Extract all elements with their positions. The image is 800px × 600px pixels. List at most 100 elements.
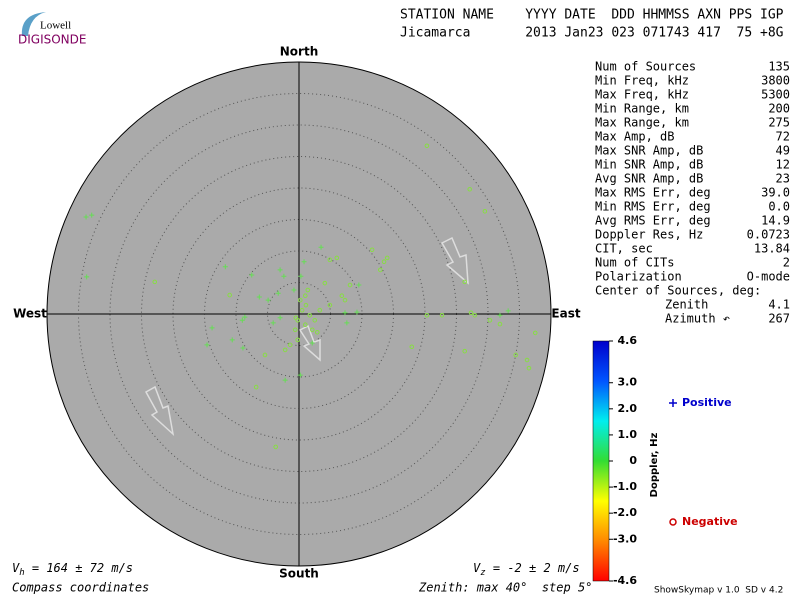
arrow-drift — [144, 385, 175, 437]
stat-value: 72 — [776, 130, 790, 144]
source-negative — [524, 357, 530, 363]
logo-top: Lowell — [40, 20, 71, 32]
source-negative — [347, 282, 353, 288]
source-negative — [293, 315, 299, 321]
source-negative — [526, 365, 532, 371]
source-negative — [424, 143, 430, 149]
source-negative — [307, 312, 313, 318]
source-negative — [369, 247, 375, 253]
stat-label: Max SNR Amp, dB — [595, 144, 703, 158]
stat-value: O-mode — [747, 270, 790, 284]
stat-value: 13.84 — [754, 242, 790, 256]
source-positive — [240, 345, 246, 351]
stat-value: 2 — [783, 256, 790, 270]
dir-west: West — [13, 307, 47, 321]
source-negative — [322, 280, 328, 286]
legend-marker — [669, 399, 677, 407]
source-negative — [312, 318, 318, 323]
source-negative — [381, 259, 387, 265]
source-positive — [83, 214, 89, 220]
source-positive — [277, 267, 283, 273]
source-negative — [295, 337, 301, 343]
source-positive — [318, 244, 324, 250]
colorbar-tick-label: -1.0 — [613, 480, 637, 493]
legend-label: Negative — [682, 515, 738, 528]
arrow-drift — [298, 324, 321, 362]
center-value: 4.1 — [768, 298, 790, 312]
source-negative — [439, 312, 445, 318]
stat-label: Num of CITs — [595, 256, 674, 270]
source-positive — [204, 342, 210, 348]
dir-east: East — [551, 307, 580, 321]
source-negative — [482, 209, 488, 214]
colorbar-tick-label: 4.6 — [618, 334, 638, 347]
source-positive — [342, 310, 348, 316]
source-positive — [497, 312, 503, 318]
vz-symbol: V — [473, 561, 481, 575]
vz-sub: z — [480, 568, 485, 578]
source-positive — [297, 372, 303, 378]
source-negative — [497, 321, 503, 327]
source-negative — [262, 352, 268, 358]
source-positive — [84, 274, 90, 280]
stat-label: Max Range, km — [595, 116, 689, 130]
dir-north: North — [280, 45, 318, 59]
stat-value: 0.0723 — [747, 228, 790, 242]
source-negative — [327, 302, 333, 308]
source-negative — [468, 310, 474, 316]
colorbar-tick-label: 2.0 — [618, 402, 638, 415]
stat-value: 135 — [768, 60, 790, 74]
stat-value: 275 — [768, 116, 790, 130]
source-negative — [462, 348, 467, 354]
center-label: Zenith — [665, 298, 708, 312]
vh-text: = 164 ± 72 m/s — [25, 561, 133, 575]
center-label: Azimuth ↶ — [665, 312, 730, 326]
vh-sub: h — [19, 568, 24, 578]
zenith-note: Zenith: max 40° step 5° — [418, 581, 592, 595]
source-negative — [292, 327, 298, 333]
source-negative — [487, 318, 493, 323]
vz-text: = -2 ± 2 m/s — [486, 561, 580, 575]
source-negative — [303, 293, 308, 299]
source-positive — [291, 287, 297, 293]
source-negative — [299, 307, 305, 313]
source-negative — [327, 257, 333, 263]
stat-label: Min Range, km — [595, 102, 689, 116]
source-positive — [275, 290, 281, 296]
colorbar-tick-label: 3.0 — [618, 376, 638, 389]
source-negative — [384, 255, 390, 261]
header-labels: STATION NAME YYYY DATE DDD HHMMSS AXN PP… — [400, 8, 784, 23]
source-negative — [532, 330, 538, 336]
stat-value: 5300 — [761, 88, 790, 102]
source-positive — [281, 273, 287, 279]
center-value: 267 — [768, 312, 790, 326]
version: ShowSkymap v 1.0 SD v 4.2 — [654, 586, 783, 596]
source-negative — [227, 292, 232, 298]
source-positive — [505, 308, 511, 314]
source-negative — [513, 352, 519, 358]
source-positive — [265, 297, 271, 303]
source-negative — [303, 322, 308, 328]
stat-label: Min Freq, kHz — [595, 74, 689, 88]
vz: Vz = -2 ± 2 m/s — [473, 561, 580, 578]
source-negative — [314, 329, 320, 335]
source-negative — [424, 312, 430, 318]
source-negative — [253, 384, 259, 390]
source-negative — [409, 344, 415, 350]
source-negative — [317, 307, 323, 313]
source-negative — [342, 297, 348, 303]
colorbar-label: Doppler, Hz — [649, 433, 660, 498]
arrow-drift — [440, 236, 469, 285]
source-positive — [229, 337, 235, 343]
source-negative — [287, 342, 293, 348]
source-negative — [309, 327, 315, 333]
source-positive — [270, 320, 276, 326]
source-negative — [273, 444, 278, 450]
stat-label: Max RMS Err, deg — [595, 186, 711, 200]
stat-label: Avg SNR Amp, dB — [595, 172, 703, 186]
source-negative — [305, 287, 311, 293]
vh-symbol: V — [12, 561, 20, 575]
